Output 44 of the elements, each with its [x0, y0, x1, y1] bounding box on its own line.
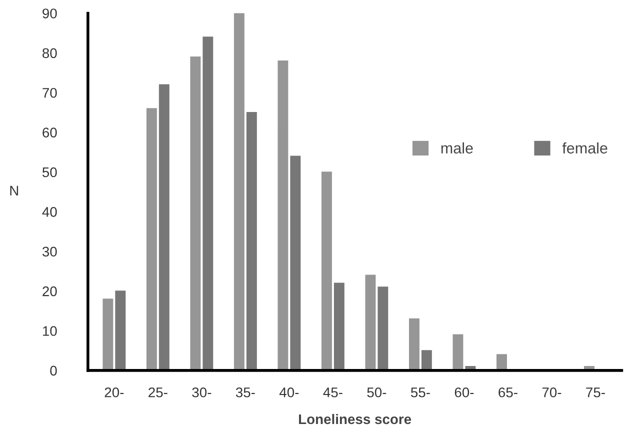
bar — [202, 36, 214, 370]
y-tick-label: 70 — [42, 88, 57, 98]
x-tick-label: 45- — [323, 388, 342, 398]
bar — [421, 350, 432, 370]
bar — [278, 60, 288, 370]
y-tick-label: 60 — [42, 128, 57, 138]
legend-label: female — [562, 142, 608, 154]
x-tick-label: 60- — [454, 387, 474, 398]
x-axis-title: Loneliness score — [299, 414, 412, 424]
x-tick-label: 20- — [104, 387, 124, 398]
bar — [146, 108, 157, 370]
x-tick-label: 55- — [410, 388, 430, 398]
bar — [334, 282, 344, 370]
y-tick-label: 10 — [42, 326, 57, 336]
bar — [321, 172, 332, 370]
bar — [246, 112, 257, 370]
bar — [452, 334, 464, 370]
x-tick-label: 25- — [148, 387, 168, 398]
bar — [496, 354, 507, 370]
x-tick-label: 35- — [236, 387, 255, 398]
bar — [158, 84, 170, 370]
x-tick-label: 65- — [498, 387, 518, 398]
x-tick-label: 75- — [586, 388, 605, 398]
y-tick-label: 80 — [42, 48, 57, 58]
bar — [408, 318, 420, 370]
y-tick-label: 90 — [42, 8, 57, 18]
y-axis-title: N — [10, 186, 18, 196]
bar — [115, 290, 126, 370]
bar — [234, 13, 244, 370]
y-tick-label: 40 — [42, 207, 57, 217]
bar — [190, 56, 201, 370]
legend-label: male — [441, 142, 473, 154]
bar — [102, 298, 114, 370]
y-tick-label: 20 — [42, 286, 57, 296]
y-tick-label: 50 — [42, 167, 57, 178]
y-tick-label: 0 — [50, 366, 57, 376]
x-tick-label: 40- — [279, 387, 299, 398]
bar — [365, 274, 376, 370]
bar — [290, 156, 301, 370]
x-tick-label: 50- — [367, 387, 386, 398]
bar — [378, 286, 388, 370]
x-tick-label: 70- — [542, 387, 562, 398]
y-tick-label: 30 — [42, 246, 57, 257]
x-tick-label: 30- — [192, 387, 212, 398]
